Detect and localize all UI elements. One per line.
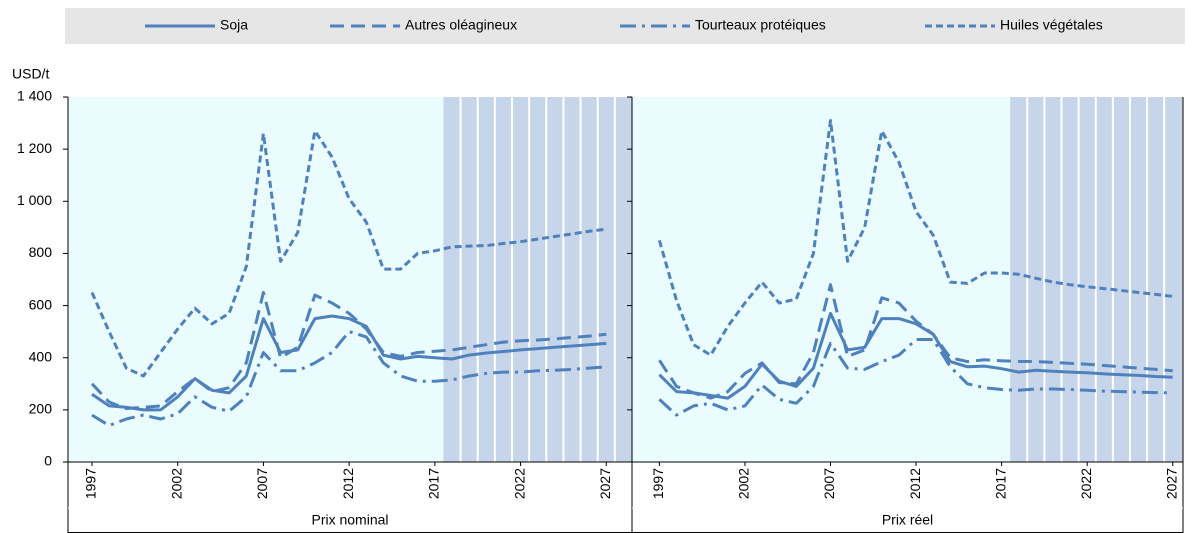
y-tick-label: 400 — [29, 348, 53, 364]
history-background — [68, 97, 444, 462]
panel-title: Prix réel — [882, 512, 933, 528]
legend-label: Soja — [220, 17, 248, 33]
x-tick-label: 1997 — [650, 468, 666, 499]
x-tick-label: 2017 — [992, 468, 1008, 499]
x-tick-label: 2012 — [340, 468, 356, 499]
x-tick-label: 2002 — [736, 468, 752, 499]
y-tick-label: 0 — [44, 453, 52, 469]
x-tick-label: 2022 — [1078, 468, 1094, 499]
panel-title: Prix nominal — [311, 512, 388, 528]
x-tick-label: 2017 — [426, 468, 442, 499]
series-line: Autres oléagineux — [90, 291, 607, 411]
series-line: Autres oléagineux — [658, 283, 1173, 400]
y-tick-label: 1 000 — [17, 192, 52, 208]
y-tick-label: 1 400 — [17, 88, 52, 104]
x-tick-label: 2007 — [254, 468, 270, 499]
x-tick-label: 2002 — [168, 468, 184, 499]
x-tick-label: 1997 — [83, 468, 99, 499]
series-line: Huiles végétales — [90, 129, 607, 378]
series-line: Huiles végétales — [657, 119, 1173, 357]
x-tick-label: 2022 — [511, 468, 527, 499]
projection-background — [443, 97, 632, 462]
x-tick-label: 2027 — [597, 468, 613, 499]
history-background — [632, 97, 1011, 462]
y-tick-label: 200 — [29, 401, 53, 417]
x-tick-label: 2007 — [821, 468, 837, 499]
series-line: Soja — [91, 314, 607, 412]
x-tick-label: 2027 — [1163, 468, 1179, 499]
legend-label: Tourteaux protéiques — [695, 17, 826, 33]
y-axis-label: USD/t — [12, 66, 49, 82]
legend-label: Autres oléagineux — [405, 17, 517, 33]
y-tick-label: 1 200 — [17, 140, 52, 156]
x-tick-label: 2012 — [907, 468, 923, 499]
series-line: Soja — [658, 311, 1173, 400]
y-tick-label: 800 — [29, 244, 53, 260]
series-line: Tourteaux protéiques — [658, 338, 1173, 417]
y-tick-label: 600 — [29, 296, 53, 312]
legend-label: Huiles végétales — [1000, 17, 1103, 33]
